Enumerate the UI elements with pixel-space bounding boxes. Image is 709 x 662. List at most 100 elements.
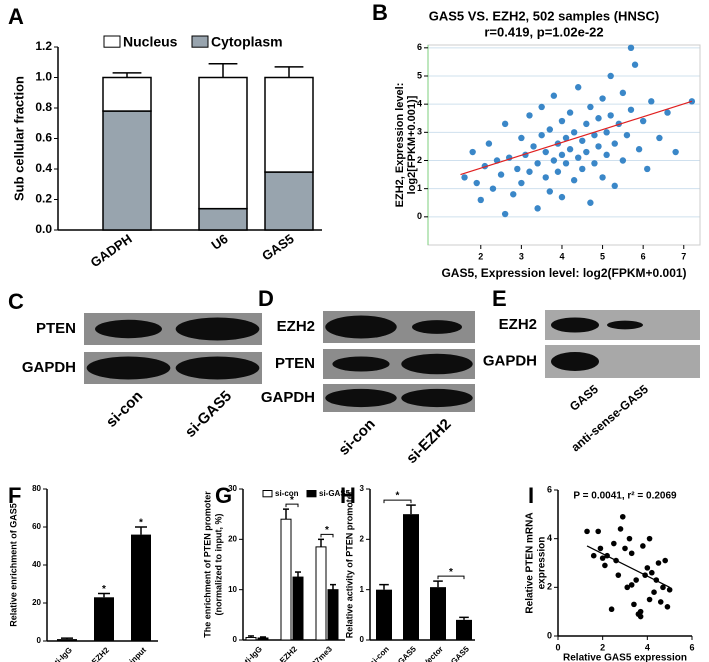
point xyxy=(566,146,574,153)
legend-swatch xyxy=(306,490,317,498)
bar xyxy=(292,576,304,641)
x-tick-label: U6 xyxy=(208,231,230,253)
point xyxy=(664,604,671,610)
panel-label: B xyxy=(372,0,388,25)
point xyxy=(591,160,598,167)
point xyxy=(626,535,633,542)
point xyxy=(579,137,586,144)
y-axis-label: Relative activity of PTEN promoter xyxy=(344,490,354,638)
point xyxy=(510,191,517,198)
point xyxy=(624,584,631,591)
point xyxy=(477,196,484,204)
significance-mark: * xyxy=(325,525,329,536)
y-tick-label: 10 xyxy=(228,585,237,594)
x-tick-label: input xyxy=(128,645,148,662)
y-tick-label: 0 xyxy=(547,630,552,640)
point xyxy=(501,210,509,218)
panel-label: E xyxy=(492,286,507,311)
point xyxy=(648,98,655,105)
bar-segment xyxy=(198,76,248,210)
y-tick-label: 4 xyxy=(417,99,422,109)
point xyxy=(664,109,671,116)
y-tick-label: 6 xyxy=(547,484,552,494)
point xyxy=(530,143,537,150)
y-tick-label: 40 xyxy=(32,560,41,569)
point xyxy=(579,165,586,173)
y-axis-label: Relative enrichment of GAS5 xyxy=(8,503,18,627)
point xyxy=(666,586,673,593)
y-tick-label: 1 xyxy=(417,183,422,193)
blot-row-label: GAPDH xyxy=(261,389,315,406)
blot-band xyxy=(551,317,599,333)
point xyxy=(603,151,610,159)
point xyxy=(639,117,647,125)
point xyxy=(595,528,601,535)
y-tick-label: 0.6 xyxy=(35,131,52,145)
point xyxy=(662,557,668,564)
y-tick-label: 2 xyxy=(360,534,365,543)
chart-subtitle: r=0.419, p=1.02e-22 xyxy=(484,24,603,39)
x-tick-label: anti-IgG xyxy=(46,646,74,662)
significance-bracket xyxy=(285,503,299,508)
point xyxy=(562,160,570,167)
point xyxy=(651,589,657,595)
y-tick-label: 1.0 xyxy=(35,70,52,84)
bar xyxy=(315,546,327,641)
bar xyxy=(57,639,77,641)
point xyxy=(542,174,549,181)
point xyxy=(611,182,618,190)
point xyxy=(575,154,582,161)
point xyxy=(558,151,566,159)
point xyxy=(656,134,663,142)
point xyxy=(602,562,608,569)
point xyxy=(469,148,476,156)
legend-swatch xyxy=(103,35,121,48)
blot-band xyxy=(401,388,473,408)
blot-band xyxy=(175,317,260,341)
point xyxy=(542,148,549,156)
point xyxy=(637,608,644,615)
x-tick-label: anti-EZH2 xyxy=(78,645,111,662)
blot-band xyxy=(607,320,643,330)
y-tick-label: 4 xyxy=(547,533,552,543)
point xyxy=(644,165,651,173)
plot-frame xyxy=(427,44,701,246)
bar xyxy=(131,534,151,641)
point xyxy=(627,44,635,52)
significance-mark: * xyxy=(290,495,294,506)
y-tick-label: 3 xyxy=(360,484,365,493)
point xyxy=(611,140,618,147)
point xyxy=(640,543,646,549)
significance-bracket xyxy=(383,499,412,504)
blot-band xyxy=(332,356,390,372)
x-tick-label: Vector xyxy=(421,645,445,662)
y-tick-label: 1 xyxy=(360,585,365,594)
y-tick-label: 0.4 xyxy=(35,161,52,175)
point xyxy=(554,168,562,175)
point xyxy=(595,143,602,150)
point xyxy=(603,129,610,136)
point xyxy=(485,140,493,147)
point xyxy=(550,92,558,99)
y-axis-label: (normalized to input, %) xyxy=(213,514,223,616)
significance-bracket xyxy=(437,575,465,580)
point xyxy=(623,131,631,139)
point xyxy=(583,120,590,128)
y-tick-label: 1.2 xyxy=(35,39,52,53)
point xyxy=(575,84,582,91)
legend-label: Nucleus xyxy=(123,34,178,50)
x-tick-label: 0 xyxy=(555,642,560,652)
point xyxy=(514,165,521,173)
x-tick-label: 4 xyxy=(559,251,564,261)
point xyxy=(599,95,606,102)
x-tick-label: 2 xyxy=(478,251,483,261)
x-tick-label: anti-EZH2 xyxy=(266,644,299,662)
bar-segment xyxy=(102,110,152,231)
x-tick-label: 3 xyxy=(519,251,524,261)
point xyxy=(587,199,594,206)
point xyxy=(619,89,627,97)
point xyxy=(599,174,606,181)
y-tick-label: 0 xyxy=(417,211,422,221)
panel-label: D xyxy=(258,286,274,311)
significance-mark: * xyxy=(449,567,453,578)
